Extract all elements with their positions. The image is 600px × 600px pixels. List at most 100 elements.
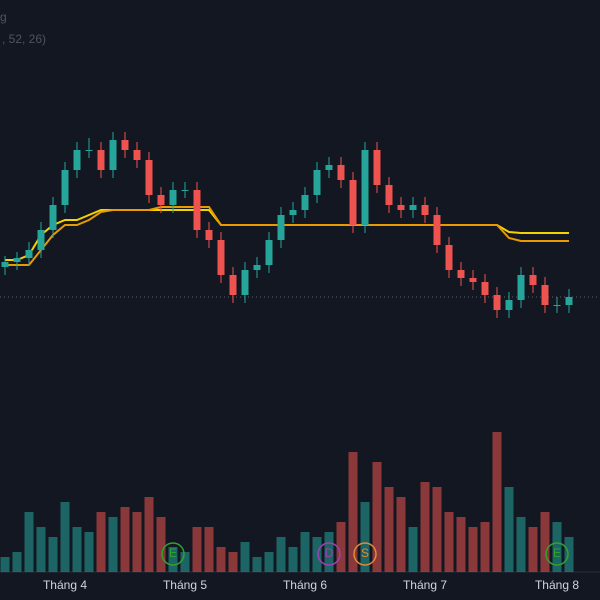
volume-bar <box>12 552 22 572</box>
candle-body <box>169 190 177 205</box>
candle-body <box>289 210 297 215</box>
volume-bar <box>312 537 322 572</box>
volume-bar <box>408 527 418 572</box>
volume-bar <box>420 482 430 572</box>
volume-bar <box>516 517 526 572</box>
event-label: E <box>169 546 177 560</box>
x-tick-label: Tháng 7 <box>403 578 447 592</box>
volume-bar <box>288 547 298 572</box>
candle-body <box>241 270 249 295</box>
x-tick-label: Tháng 8 <box>535 578 579 592</box>
x-tick-label: Tháng 6 <box>283 578 327 592</box>
candle-body <box>73 150 81 170</box>
volume-bar <box>456 517 466 572</box>
volume-bar <box>480 522 490 572</box>
event-label: S <box>361 546 369 560</box>
volume-bar <box>60 502 70 572</box>
volume-bar <box>72 527 82 572</box>
x-tick-label: Tháng 4 <box>43 578 87 592</box>
volume-bar <box>564 537 574 572</box>
volume-bar <box>252 557 262 572</box>
candle-body <box>517 275 525 300</box>
candle-body <box>61 170 69 205</box>
volume-bar <box>360 502 370 572</box>
candle-body <box>481 282 489 295</box>
candle-body <box>253 265 261 270</box>
candle-body <box>229 275 237 295</box>
volume-bar <box>216 547 226 572</box>
candle-body <box>145 160 153 195</box>
legend-text: g <box>0 10 7 24</box>
event-marker <box>161 542 185 566</box>
volume-bar <box>96 512 106 572</box>
candle-body <box>1 262 9 267</box>
candle-body <box>385 185 393 205</box>
candle-body <box>133 150 141 160</box>
volume-bar <box>276 537 286 572</box>
volume-bar <box>444 512 454 572</box>
candle-body <box>217 240 225 275</box>
volume-bar <box>372 462 382 572</box>
volume-bar <box>36 527 46 572</box>
event-marker <box>545 542 569 566</box>
candle-body <box>445 245 453 270</box>
volume-bar <box>120 507 130 572</box>
candle-body <box>457 270 465 278</box>
candle-body <box>301 195 309 210</box>
candle-body <box>397 205 405 210</box>
volume-bar <box>492 432 502 572</box>
candle-body <box>109 140 117 170</box>
candle-body <box>49 205 57 230</box>
candle-body <box>529 275 537 285</box>
x-tick-label: Tháng 5 <box>163 578 207 592</box>
candle-body <box>85 150 93 151</box>
candle-body <box>181 190 189 191</box>
volume-bar <box>24 512 34 572</box>
candle-body <box>373 150 381 185</box>
volume-bar <box>396 497 406 572</box>
candle-body <box>205 230 213 240</box>
volume-bar <box>300 532 310 572</box>
candle-body <box>433 215 441 245</box>
candle-body <box>337 165 345 180</box>
volume-bar <box>48 537 58 572</box>
candle-body <box>493 295 501 310</box>
volume-bar <box>468 527 478 572</box>
event-label: D <box>325 546 334 560</box>
candle-body <box>277 215 285 240</box>
volume-bar <box>132 512 142 572</box>
candle-body <box>157 195 165 205</box>
candle-body <box>121 140 129 150</box>
candle-body <box>265 240 273 265</box>
candle-body <box>193 190 201 230</box>
volume-bar <box>144 497 154 572</box>
volume-bar <box>156 517 166 572</box>
indicator-line <box>5 206 569 266</box>
volume-bar <box>552 522 562 572</box>
candle-body <box>349 180 357 225</box>
candle-body <box>13 258 21 262</box>
event-label: E <box>553 546 561 560</box>
event-marker <box>353 542 377 566</box>
volume-bar <box>264 552 274 572</box>
volume-bar <box>384 487 394 572</box>
volume-bar <box>528 527 538 572</box>
volume-bar <box>504 487 514 572</box>
volume-bar <box>540 512 550 572</box>
volume-bar <box>324 532 334 572</box>
volume-bar <box>0 557 10 572</box>
candle-body <box>469 278 477 282</box>
volume-bar <box>348 452 358 572</box>
candle-body <box>553 305 561 306</box>
candle-body <box>25 250 33 258</box>
candle-body <box>97 150 105 170</box>
legend-text: , 52, 26) <box>2 32 46 46</box>
volume-bar <box>204 527 214 572</box>
volume-bar <box>192 527 202 572</box>
volume-bar <box>180 552 190 572</box>
candle-body <box>505 300 513 310</box>
candle-body <box>325 165 333 170</box>
candle-body <box>565 297 573 305</box>
candle-body <box>361 150 369 225</box>
